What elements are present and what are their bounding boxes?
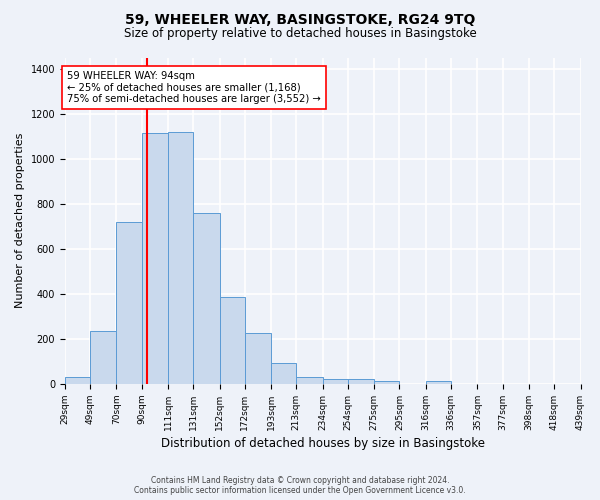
- Bar: [374, 380, 400, 384]
- Bar: [168, 132, 193, 384]
- Bar: [271, 363, 296, 384]
- Bar: [193, 213, 220, 384]
- Bar: [65, 377, 90, 384]
- Bar: [426, 382, 451, 384]
- Bar: [245, 332, 271, 384]
- Text: 59 WHEELER WAY: 94sqm
← 25% of detached houses are smaller (1,168)
75% of semi-d: 59 WHEELER WAY: 94sqm ← 25% of detached …: [67, 71, 321, 104]
- Text: Contains HM Land Registry data © Crown copyright and database right 2024.
Contai: Contains HM Land Registry data © Crown c…: [134, 476, 466, 495]
- Text: Size of property relative to detached houses in Basingstoke: Size of property relative to detached ho…: [124, 28, 476, 40]
- Bar: [220, 298, 245, 384]
- Bar: [296, 377, 323, 384]
- Y-axis label: Number of detached properties: Number of detached properties: [15, 133, 25, 308]
- Text: 59, WHEELER WAY, BASINGSTOKE, RG24 9TQ: 59, WHEELER WAY, BASINGSTOKE, RG24 9TQ: [125, 12, 475, 26]
- X-axis label: Distribution of detached houses by size in Basingstoke: Distribution of detached houses by size …: [161, 437, 485, 450]
- Bar: [323, 379, 348, 384]
- Bar: [348, 379, 374, 384]
- Bar: [116, 222, 142, 384]
- Bar: [90, 330, 116, 384]
- Bar: [142, 134, 168, 384]
